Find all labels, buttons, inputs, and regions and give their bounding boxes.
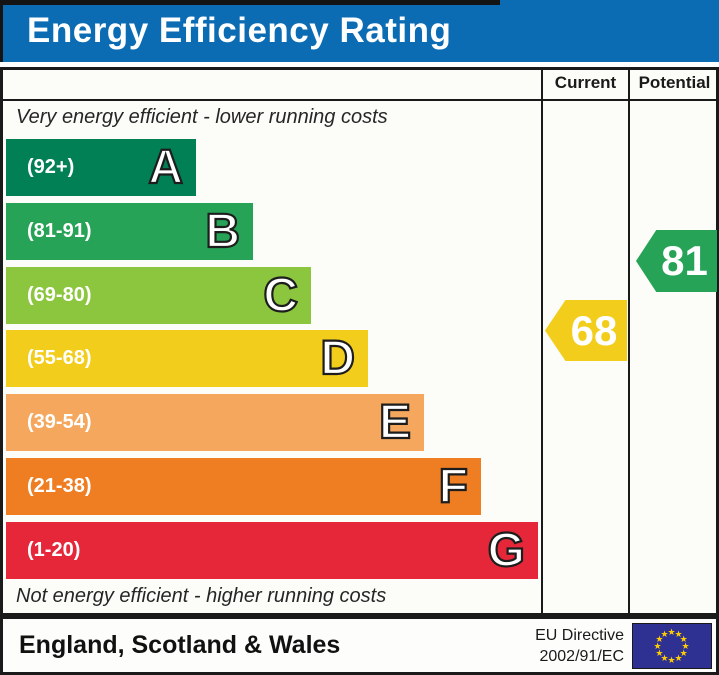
eu-flag-star: ★ <box>679 648 688 658</box>
current-column-divider <box>541 67 543 616</box>
band-letter: D <box>319 331 356 386</box>
eu-flag-star: ★ <box>674 653 683 664</box>
band-range-label: (39-54) <box>27 411 92 433</box>
eu-flag-star: ★ <box>655 648 664 658</box>
page-title: Energy Efficiency Rating <box>27 11 452 50</box>
eu-flag-star: ★ <box>679 634 688 644</box>
eu-flag-star: ★ <box>674 628 683 639</box>
eu-flag: ★ ★ ★ ★ ★ ★ ★ ★ ★ ★ ★ ★ <box>632 623 712 669</box>
band-letter: C <box>262 268 299 323</box>
footer: England, Scotland & Wales EU Directive 2… <box>0 616 719 675</box>
band-range-label: (55-68) <box>27 347 92 369</box>
eu-directive-label: EU Directive 2002/91/EC <box>535 619 624 672</box>
header-divider <box>0 99 719 101</box>
eu-flag-star: ★ <box>655 634 664 644</box>
band-b: (81-91) B <box>6 203 253 260</box>
band-g: (1-20) G <box>6 522 538 579</box>
band-letter: E <box>378 395 412 450</box>
potential-rating-value: 81 <box>661 237 708 284</box>
eu-flag-star: ★ <box>667 655 676 665</box>
title-bar: Energy Efficiency Rating <box>0 0 719 62</box>
band-range-label: (1-20) <box>27 539 81 561</box>
current-column-header: Current <box>554 73 617 92</box>
eu-flag-star: ★ <box>660 653 669 664</box>
eu-flag-star: ★ <box>667 627 676 637</box>
caption-not-efficient: Not energy efficient - higher running co… <box>16 585 387 607</box>
eu-flag-star: ★ <box>681 641 690 651</box>
band-range-label: (92+) <box>27 156 75 178</box>
potential-column-header: Potential <box>638 73 711 92</box>
band-letter: B <box>204 204 241 259</box>
band-range-label: (69-80) <box>27 284 92 306</box>
eu-flag-star: ★ <box>660 628 669 639</box>
band-e: (39-54) E <box>6 394 424 451</box>
band-range-label: (81-91) <box>27 220 92 242</box>
caption-very-efficient: Very energy efficient - lower running co… <box>16 106 388 128</box>
current-rating-value: 68 <box>570 306 618 354</box>
eu-flag-star: ★ <box>653 641 662 651</box>
eu-directive-line2: 2002/91/EC <box>539 647 624 665</box>
band-f: (21-38) F <box>6 458 481 515</box>
region-label: England, Scotland & Wales <box>19 631 341 659</box>
band-letter: A <box>147 140 184 195</box>
current-rating-arrow: 68 <box>545 300 627 361</box>
band-letter: G <box>487 523 527 578</box>
band-letter: F <box>438 459 470 514</box>
band-range-label: (21-38) <box>27 475 92 497</box>
band-a: (92+) A <box>6 139 196 196</box>
band-c: (69-80) C <box>6 267 311 324</box>
eu-directive-line1: EU Directive <box>535 626 624 644</box>
potential-column-divider <box>628 67 630 616</box>
band-d: (55-68) D <box>6 330 368 387</box>
top-border-strip <box>0 0 500 5</box>
left-border-strip <box>0 0 3 62</box>
